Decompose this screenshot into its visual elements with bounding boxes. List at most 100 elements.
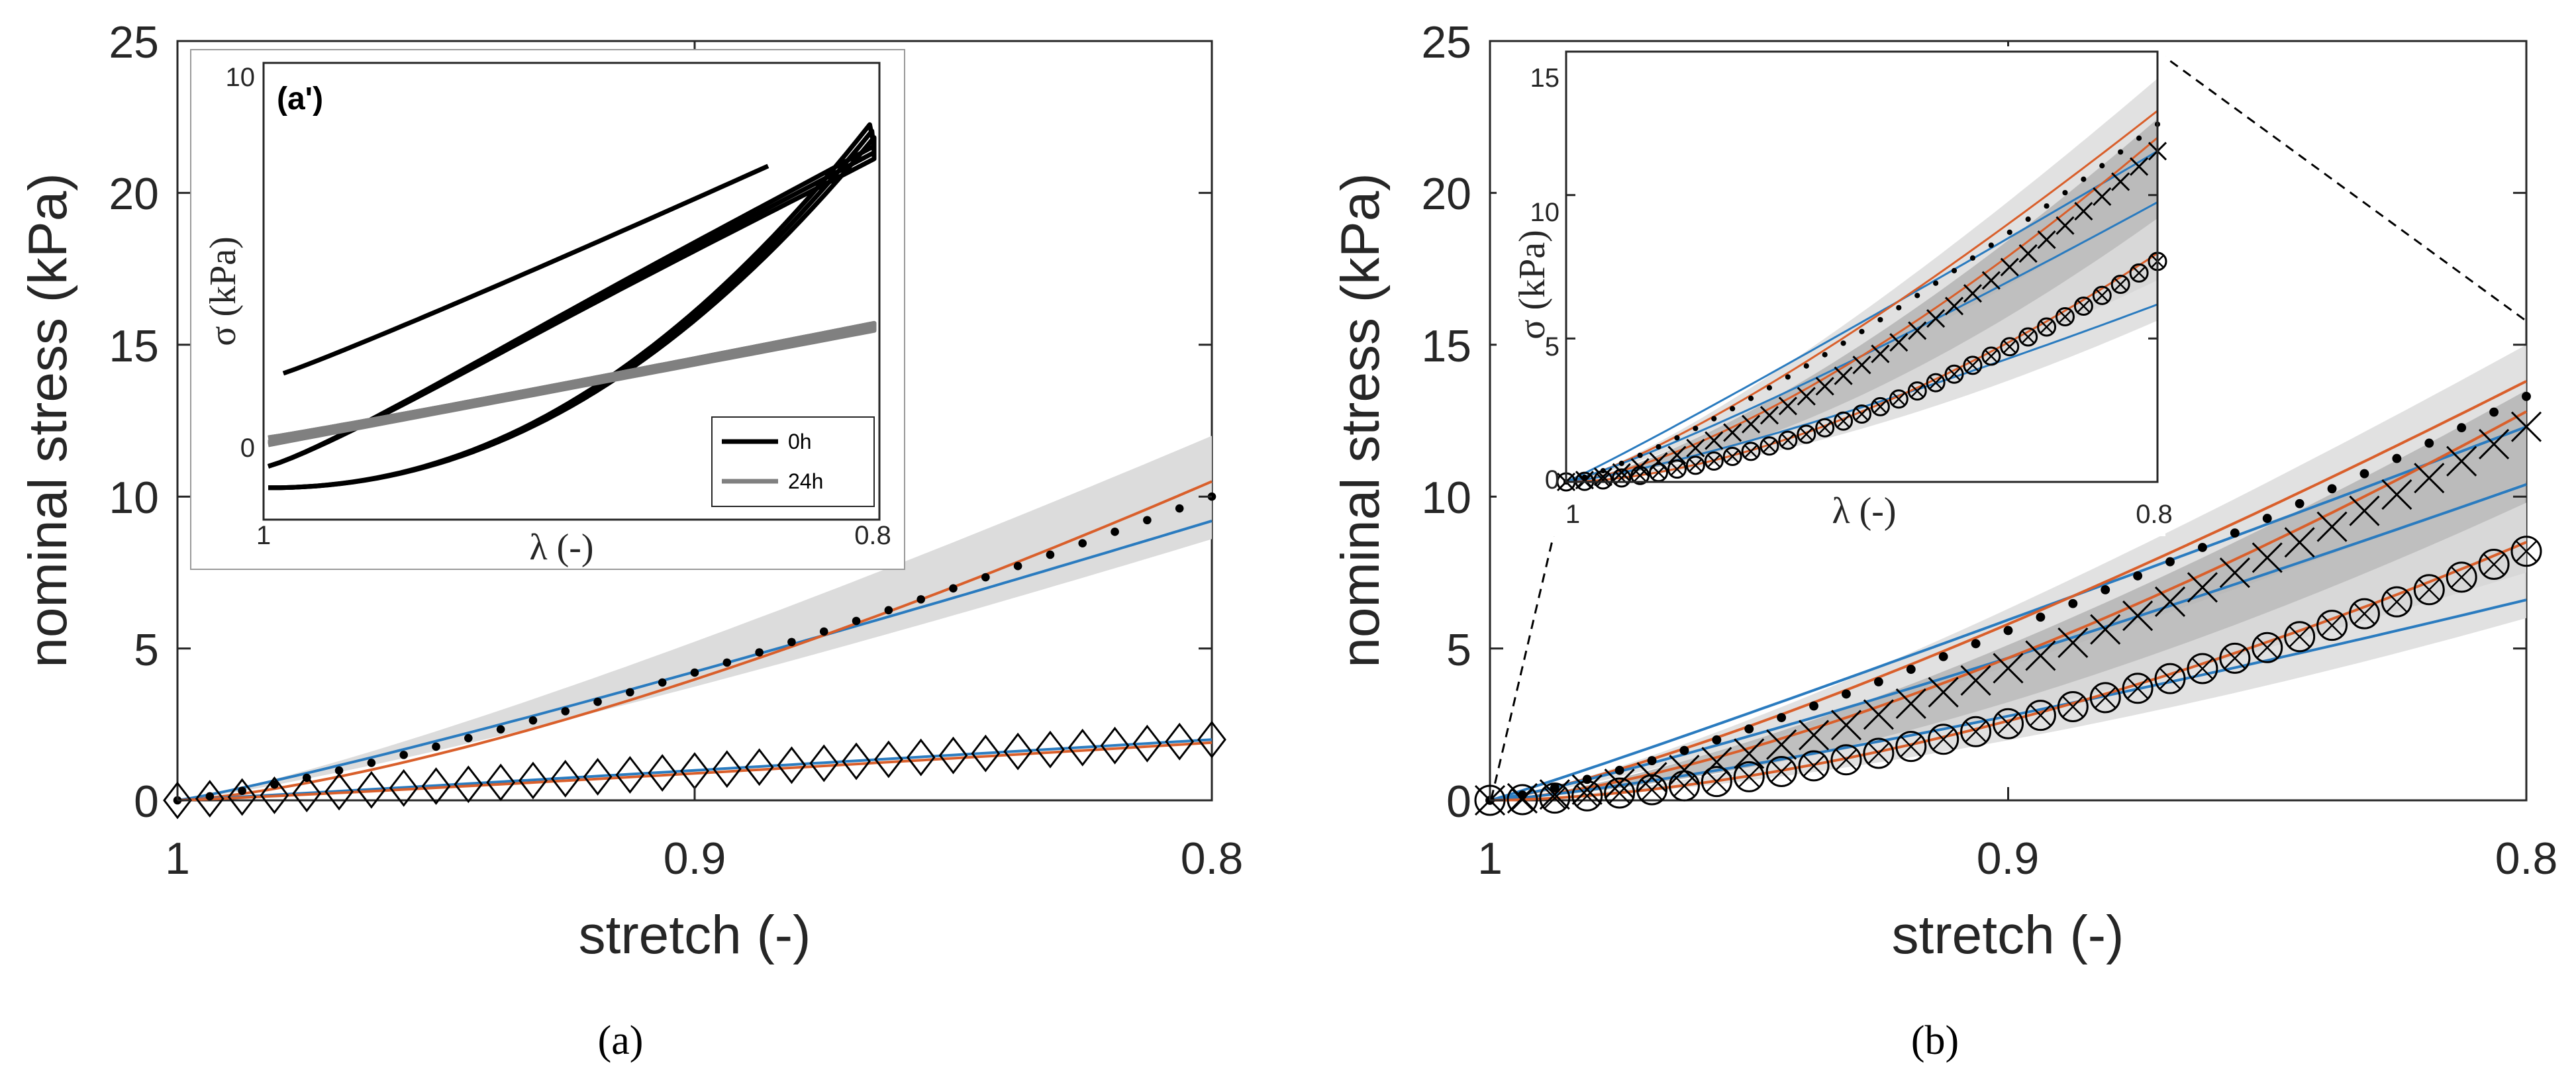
data-point-circle (1593, 470, 1613, 490)
panel-b-inset-ylabel: σ (kPa) (1512, 230, 1553, 339)
data-point-dot (270, 780, 279, 789)
data-point-dot (2036, 612, 2046, 622)
data-point-dot (755, 648, 764, 657)
panel-b-ytick-20: 20 (1421, 169, 1471, 219)
data-point-dot (2006, 229, 2012, 235)
data-point-circle (2154, 663, 2186, 694)
data-point-x (2111, 172, 2130, 191)
data-point-circle-x (2095, 289, 2109, 303)
panel-b-inset-ytick-10: 10 (1530, 198, 1560, 227)
panel-b-inset-bands (1566, 78, 2157, 483)
panel-a-ytick-10: 10 (109, 473, 159, 523)
panel-b-inset-xlabel: λ (-) (1832, 491, 1896, 532)
data-point-x (1669, 755, 1700, 786)
data-point-x (1871, 344, 1890, 363)
data-point-x (1815, 377, 1834, 396)
data-point-circle (2000, 337, 2020, 357)
data-point-dot (1914, 293, 1920, 299)
data-point-x (1571, 774, 1603, 805)
panel-a-xtick-0.9: 0.9 (664, 833, 726, 884)
data-point-circle-x (2062, 696, 2084, 718)
data-point-dot (658, 678, 667, 687)
panel-a-inset-axes (262, 62, 881, 521)
data-point-circle-x (1762, 439, 1776, 453)
data-point-diamond (1165, 722, 1195, 761)
data-point-x (1963, 284, 1983, 303)
panel-a-inset-ylabel: σ (kPa) (203, 236, 244, 346)
data-point-dot (916, 595, 925, 604)
data-point-dot (1777, 713, 1787, 722)
data-point-circle (1797, 424, 1816, 444)
panel-a-ytick-5: 5 (134, 625, 159, 675)
data-point-dot (1744, 724, 1754, 734)
data-point-dot (2457, 423, 2467, 433)
data-point-circle (2381, 586, 2412, 618)
data-point-x (2154, 586, 2186, 618)
data-point-diamond (809, 744, 839, 782)
data-point-circle-x (1544, 787, 1566, 809)
data-point-x (1723, 423, 1742, 442)
data-point-dot (2165, 557, 2175, 567)
data-point-x (1830, 710, 1862, 741)
fit-line (1565, 110, 2158, 483)
panel-b-ytick-0: 0 (1446, 776, 1471, 827)
data-point-circle-x (1836, 414, 1850, 428)
data-point-dot (2424, 438, 2434, 448)
data-point-circle-x (1770, 761, 1793, 782)
data-point-diamond (712, 750, 742, 788)
panel-b-inset: 0 5 10 15 1 0.8 λ (-) σ (kPa) (1497, 46, 2173, 536)
data-point-circle-x (2289, 626, 2310, 648)
data-point-circle-x (1689, 458, 1703, 472)
data-point-dot (2099, 163, 2105, 169)
data-point-x (1686, 438, 1705, 457)
data-point-x (2510, 411, 2542, 442)
data-point-circle (1889, 389, 1908, 409)
fit-line (1489, 380, 2527, 802)
fit-line (1565, 303, 2158, 483)
data-point-circle-x (2077, 299, 2091, 313)
panel-a-xtick-1: 1 (165, 833, 190, 884)
data-point-circle-x (1867, 742, 1890, 765)
data-point-circle (2057, 691, 2089, 723)
data-point-dot (2025, 216, 2031, 222)
data-point-circle-x (1997, 712, 2019, 735)
data-point-x (1778, 397, 1797, 416)
data-point-circle (1960, 716, 1992, 747)
data-point-circle (2510, 536, 2542, 567)
data-point-circle (2316, 610, 2348, 641)
data-point-circle-x (2114, 277, 2128, 291)
data-point-x (1604, 768, 1635, 800)
data-point-dot (1711, 416, 1717, 422)
data-point-circle (2446, 561, 2477, 593)
data-point-diamond (744, 748, 774, 786)
data-point-circle (1704, 451, 1724, 471)
data-point-diamond (615, 756, 645, 794)
data-point-circle-x (2483, 553, 2505, 575)
panel-a-xlabel: stretch (-) (579, 905, 811, 965)
data-point-dot (2522, 391, 2531, 401)
data-point-x (1766, 729, 1797, 760)
data-point-circle-x (2386, 590, 2408, 613)
data-point-dot (205, 792, 215, 801)
data-point-circle (2348, 598, 2380, 630)
data-point-circle-x (1706, 771, 1728, 792)
data-point-dot (593, 697, 602, 706)
data-point-dot (1969, 255, 1976, 261)
data-point-dot (432, 742, 440, 751)
data-point-dot (1111, 528, 1119, 536)
data-point-dot (2489, 407, 2499, 417)
data-point-dot (981, 573, 990, 582)
data-point-circle-x (2058, 310, 2072, 324)
data-point-dot (1859, 328, 1865, 334)
data-point-circle-x (1873, 400, 1887, 414)
data-point-x (1759, 406, 1779, 425)
fit-line (1489, 410, 2527, 802)
data-point-dot (1785, 374, 1791, 380)
data-point-circle-x (1738, 766, 1760, 788)
data-point-dot (2062, 189, 2068, 196)
data-point-diamond (873, 740, 903, 778)
data-point-x (1741, 414, 1761, 434)
panel-b-inset-tick-marks (1565, 50, 2159, 483)
fit-line (177, 480, 1213, 802)
data-point-circle (1630, 465, 1650, 485)
